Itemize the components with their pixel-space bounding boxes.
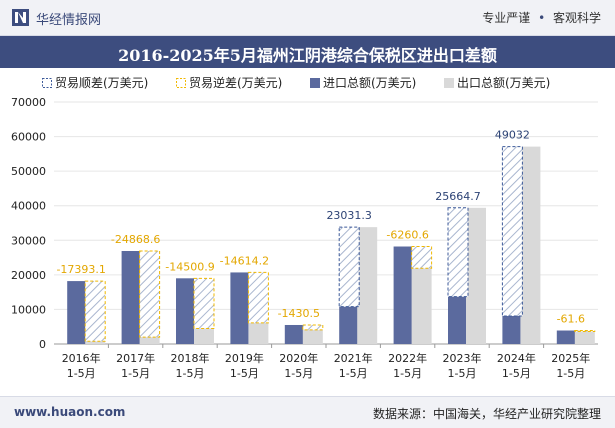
x-tick-label-6-1: 1-5月 bbox=[393, 367, 422, 380]
import-bar-0 bbox=[67, 281, 88, 344]
x-tick-label-2-0: 2018年 bbox=[171, 351, 210, 365]
legend-import[interactable]: 进口总额(万美元) bbox=[310, 74, 416, 91]
x-tick-label-7-0: 2023年 bbox=[443, 351, 482, 365]
x-tick-label-1-0: 2017年 bbox=[116, 351, 155, 365]
import-bar-9 bbox=[556, 330, 577, 344]
data-label-7: 25664.7 bbox=[435, 190, 481, 203]
legend-import-label: 进口总额(万美元) bbox=[323, 76, 417, 90]
chart-plot: 0 10000 20000 30000 40000 50000 60000 70000 -17… bbox=[11, 96, 598, 380]
legend-surplus[interactable]: 贸易顺差(万美元) bbox=[42, 74, 148, 91]
site-name[interactable]: 华经情报网 bbox=[36, 13, 102, 28]
import-bar-2 bbox=[176, 278, 196, 344]
x-tick-label-6-0: 2022年 bbox=[388, 351, 427, 365]
data-label-8: 49032 bbox=[495, 129, 530, 142]
x-tick-label-8-0: 2024年 bbox=[497, 351, 536, 365]
chart-title: 2016-2025年5月福州江阴港综合保税区进出口差额 bbox=[118, 46, 497, 65]
export-bar-0 bbox=[85, 341, 106, 344]
y-axis-ticks: 0 10000 20000 30000 40000 50000 60000 70000 bbox=[11, 96, 46, 351]
export-bar-3 bbox=[248, 322, 269, 344]
x-tick-label-5-1: 1-5月 bbox=[339, 367, 368, 380]
deficit-bar-4 bbox=[302, 324, 324, 331]
tagline-right: 客观科学 bbox=[552, 11, 601, 25]
deficit-bar-6 bbox=[411, 246, 433, 269]
export-bar-5 bbox=[357, 227, 378, 344]
legend-export[interactable]: 出口总额(万美元) bbox=[444, 74, 550, 91]
surplus-bar-8 bbox=[501, 146, 523, 317]
legend-deficit[interactable]: 贸易逆差(万美元) bbox=[176, 74, 282, 91]
data-label-1: -24868.6 bbox=[111, 233, 160, 246]
data-label-2: -14500.9 bbox=[165, 260, 214, 273]
export-bar-2 bbox=[194, 328, 214, 344]
legend-surplus-swatch bbox=[42, 78, 52, 88]
chart-legend: 贸易顺差(万美元) 贸易逆差(万美元) 进口总额(万美元) 出口总额(万美元) bbox=[0, 74, 615, 94]
data-labels-layer: -17393.1 -24868.6 -14500.9 -14614.2 -1430.5 2… bbox=[56, 129, 585, 326]
y-tick-label-0: 0 bbox=[39, 338, 46, 351]
legend-import-swatch bbox=[310, 78, 320, 88]
x-axis-ticks: 2016年 1-5月 2017年 1-5月 2018年 1-5月 2019年 1-5月 2020… bbox=[62, 344, 590, 380]
x-tick-label-0-0: 2016年 bbox=[62, 351, 101, 365]
import-bar-5 bbox=[339, 306, 360, 344]
export-bar-9 bbox=[574, 330, 595, 344]
y-tick-label-7: 70000 bbox=[11, 96, 46, 109]
x-tick-label-9-1: 1-5月 bbox=[556, 367, 585, 380]
logo-icon bbox=[12, 9, 29, 26]
x-tick-label-4-1: 1-5月 bbox=[284, 367, 313, 380]
surplus-bar-5 bbox=[338, 226, 360, 308]
tagline-dot-icon: • bbox=[538, 11, 546, 25]
y-tick-label-5: 50000 bbox=[11, 165, 46, 178]
data-label-4: -1430.5 bbox=[278, 307, 320, 320]
deficit-bar-3 bbox=[247, 271, 269, 324]
y-tick-label-6: 60000 bbox=[11, 131, 46, 144]
import-bar-7 bbox=[448, 296, 468, 344]
x-tick-label-8-1: 1-5月 bbox=[502, 367, 531, 380]
data-label-6: -6260.6 bbox=[386, 229, 428, 242]
export-bar-1 bbox=[139, 337, 160, 344]
legend-deficit-swatch bbox=[176, 78, 186, 88]
footer-source: 数据来源：中国海关，华经产业研究院整理 bbox=[372, 407, 601, 421]
import-bar-6 bbox=[393, 246, 414, 344]
title-bar: 2016-2025年5月福州江阴港综合保税区进出口差额 bbox=[0, 36, 615, 68]
x-tick-label-0-1: 1-5月 bbox=[67, 367, 96, 380]
legend-export-swatch bbox=[444, 78, 454, 88]
x-tick-label-3-0: 2019年 bbox=[225, 351, 264, 365]
export-bar-6 bbox=[411, 268, 432, 344]
x-tick-label-3-1: 1-5月 bbox=[230, 367, 259, 380]
x-tick-label-4-0: 2020年 bbox=[279, 351, 318, 365]
import-bar-4 bbox=[284, 324, 305, 344]
x-tick-label-7-1: 1-5月 bbox=[448, 367, 477, 380]
export-bar-8 bbox=[520, 146, 541, 344]
data-label-5: 23031.3 bbox=[326, 209, 372, 222]
x-tick-label-1-1: 1-5月 bbox=[121, 367, 150, 380]
bottom-bar: www.huaon.com 数据来源：中国海关，华经产业研究院整理 bbox=[0, 396, 615, 428]
import-bar-1 bbox=[121, 251, 142, 344]
deficit-bar-9 bbox=[574, 330, 596, 333]
tagline-left: 专业严谨 bbox=[482, 11, 531, 25]
legend-export-label: 出口总额(万美元) bbox=[457, 76, 551, 90]
surplus-bar-7 bbox=[447, 207, 469, 298]
deficit-bar-1 bbox=[139, 250, 161, 338]
data-label-3: -14614.2 bbox=[220, 254, 269, 267]
footer-url[interactable]: www.huaon.com bbox=[14, 405, 126, 419]
deficit-bar-0 bbox=[84, 280, 106, 342]
data-label-0: -17393.1 bbox=[56, 263, 105, 276]
export-bar-7 bbox=[466, 207, 486, 344]
import-bar-8 bbox=[502, 315, 523, 344]
bars-layer bbox=[67, 146, 596, 344]
deficit-bar-2 bbox=[193, 277, 215, 329]
data-label-9: -61.6 bbox=[557, 313, 585, 326]
y-tick-label-3: 30000 bbox=[11, 234, 46, 247]
y-tick-label-1: 10000 bbox=[11, 303, 46, 316]
x-tick-label-9-0: 2025年 bbox=[551, 351, 590, 365]
x-tick-label-5-0: 2021年 bbox=[334, 351, 373, 365]
export-bar-4 bbox=[302, 329, 323, 344]
tagline: 专业严谨 • 客观科学 bbox=[482, 9, 601, 26]
import-bar-3 bbox=[230, 272, 251, 344]
legend-deficit-label: 贸易逆差(万美元) bbox=[189, 76, 283, 90]
x-tick-label-2-1: 1-5月 bbox=[176, 367, 205, 380]
top-bar: 华经情报网 专业严谨 • 客观科学 bbox=[0, 0, 615, 36]
y-tick-label-4: 40000 bbox=[11, 200, 46, 213]
legend-surplus-label: 贸易顺差(万美元) bbox=[55, 76, 149, 90]
y-tick-label-2: 20000 bbox=[11, 269, 46, 282]
